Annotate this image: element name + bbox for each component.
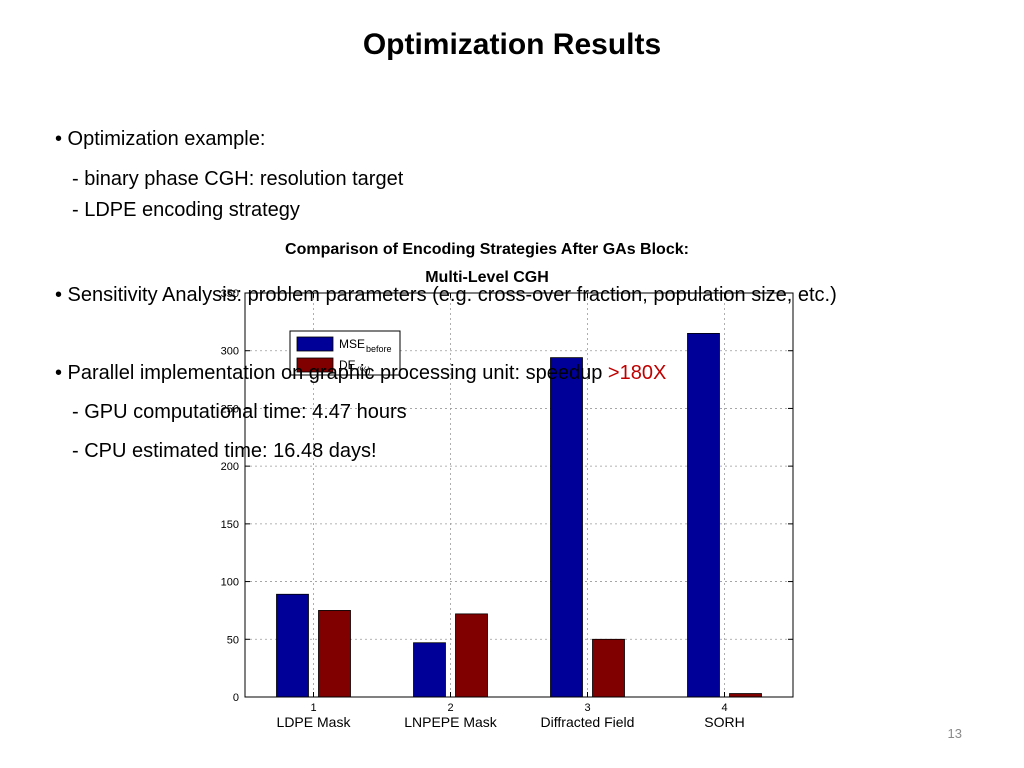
axes-frame xyxy=(244,292,794,698)
bar-series-1 xyxy=(687,332,720,698)
x-tick-label: 4 xyxy=(721,702,727,714)
y-tick-label: 100 xyxy=(221,577,239,589)
bar-series-1 xyxy=(413,642,446,698)
x-category-label: LDPE Mask xyxy=(277,714,352,730)
legend-swatch xyxy=(296,357,334,373)
bar-series-1 xyxy=(276,593,309,698)
x-tick-label: 1 xyxy=(310,702,316,714)
page-number: 13 xyxy=(947,726,962,741)
bar-series-2 xyxy=(455,613,488,698)
y-tick-label: 0 xyxy=(233,692,239,704)
bar-series-1 xyxy=(550,357,583,698)
y-tick-label: 250 xyxy=(221,403,239,415)
x-tick-label: 2 xyxy=(447,702,453,714)
y-tick-label: 300 xyxy=(221,346,239,358)
bar-series-2 xyxy=(318,610,351,698)
y-tick-label: 150 xyxy=(221,519,239,531)
chart-title-line-1: Comparison of Encoding Strategies After … xyxy=(285,241,689,258)
chart-title-line-2: Multi-Level CGH xyxy=(425,269,549,286)
y-tick-label: 200 xyxy=(221,461,239,473)
legend-swatch xyxy=(296,336,334,352)
slide-title: Optimization Results xyxy=(362,28,662,61)
y-tick-label: 350 xyxy=(221,288,239,300)
bar-series-2 xyxy=(729,693,762,698)
x-category-label: LNPEPE Mask xyxy=(404,714,498,730)
y-tick-label: 50 xyxy=(227,634,239,646)
x-category-label: Diffracted Field xyxy=(541,714,635,730)
bar-series-2 xyxy=(592,638,625,698)
x-category-label: SORH xyxy=(704,714,744,730)
x-tick-label: 3 xyxy=(584,702,590,714)
